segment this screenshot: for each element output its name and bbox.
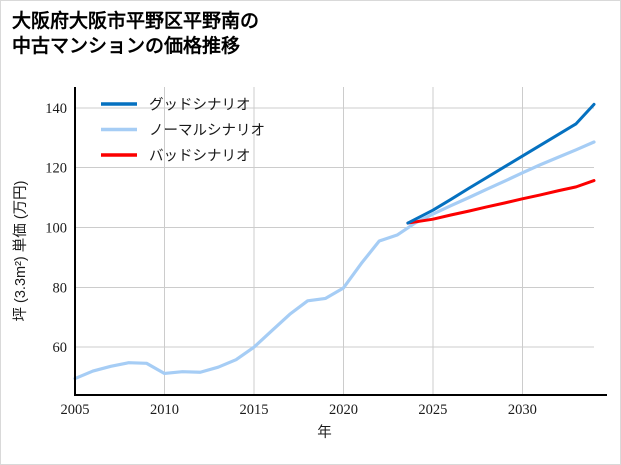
- x-tick-label: 2025: [418, 402, 447, 418]
- series-line-バッドシナリオ: [406, 179, 596, 225]
- y-tick-labels: 60 80 100 120 140: [45, 101, 67, 356]
- legend-label-good: グッドシナリオ: [149, 97, 251, 114]
- x-tick-label: 2015: [239, 402, 268, 418]
- x-tick-label: 2010: [150, 402, 179, 418]
- y-tick-label: 100: [45, 221, 67, 237]
- x-tick-label: 2020: [329, 402, 358, 418]
- x-tick-label: 2005: [61, 402, 90, 418]
- y-gridlines: [75, 107, 594, 348]
- data-series-group: [73, 102, 596, 381]
- x-gridlines: [74, 87, 523, 395]
- chart-title: 大阪府大阪市平野区平野南の 中古マンションの価格推移: [12, 11, 260, 58]
- x-tick-labels: 2005 2010 2015 2020 2025 2030: [61, 402, 537, 418]
- y-tick-label: 120: [45, 161, 67, 177]
- y-tick-label: 140: [45, 101, 67, 117]
- x-axis-title: 年: [317, 424, 332, 441]
- legend-label-bad: バッドシナリオ: [149, 149, 251, 165]
- x-tick-label: 2030: [508, 402, 537, 418]
- y-axis-title: 坪 (3.3m²) 単価 (万円): [12, 181, 29, 322]
- legend-label-normal: ノーマルシナリオ: [149, 123, 265, 139]
- svg-text:坪 (3.3m²) 単価 (万円): 坪 (3.3m²) 単価 (万円): [12, 181, 29, 322]
- axis-spines: [74, 87, 607, 396]
- series-line-ノーマルシナリオ: [73, 140, 596, 381]
- series-line-グッドシナリオ: [406, 102, 596, 225]
- y-tick-label: 80: [53, 280, 68, 296]
- y-tick-label: 60: [53, 340, 68, 356]
